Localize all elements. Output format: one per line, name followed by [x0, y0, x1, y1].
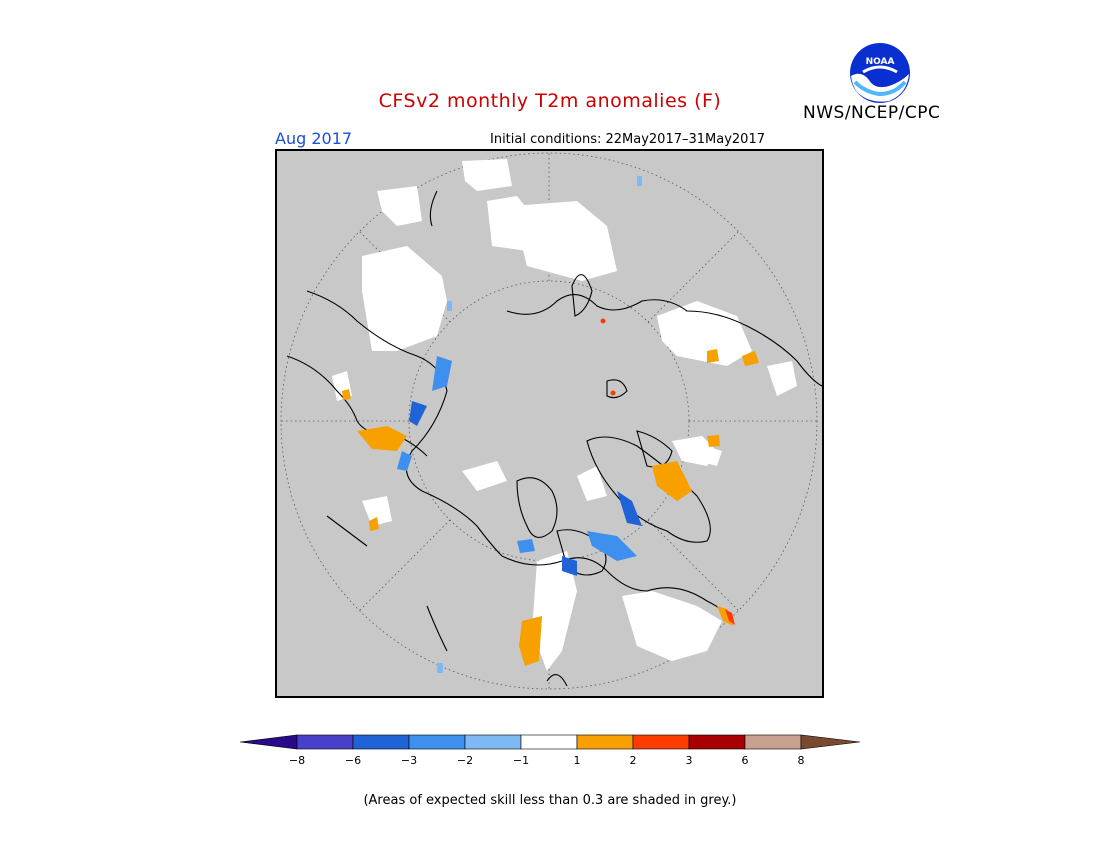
colorbar-right-arrow	[800, 734, 861, 750]
colorbar-bin	[408, 734, 466, 750]
organization-label: NWS/NCEP/CPC	[803, 103, 941, 123]
colorbar-bin	[688, 734, 746, 750]
colorbar: −8 −6 −3 −2 −1 1 2 3 6 8	[239, 734, 865, 778]
colorbar-bin	[296, 734, 354, 750]
colorbar-tick-label: 6	[742, 754, 749, 767]
colorbar-bin	[576, 734, 634, 750]
colorbar-tick-label: −8	[289, 754, 305, 767]
map-title: CFSv2 monthly T2m anomalies (F)	[378, 90, 722, 112]
colorbar-bin	[520, 734, 578, 750]
skill-footnote: (Areas of expected skill less than 0.3 a…	[363, 793, 737, 808]
svg-text:NOAA: NOAA	[866, 57, 895, 67]
colorbar-bin	[464, 734, 522, 750]
polar-map	[275, 149, 824, 698]
colorbar-tick-label: −2	[457, 754, 473, 767]
initial-conditions: Initial conditions: 22May2017–31May2017	[490, 132, 765, 147]
cool-anomaly-areas	[397, 176, 642, 673]
forecast-period: Aug 2017	[275, 129, 353, 148]
colorbar-ticks: −8 −6 −3 −2 −1 1 2 3 6 8	[289, 754, 805, 767]
warm-anomaly-areas	[342, 349, 759, 666]
colorbar-bin	[744, 734, 802, 750]
noaa-logo-icon: NOAA	[850, 43, 910, 103]
colorbar-tick-label: −3	[401, 754, 417, 767]
colorbar-tick-label: 3	[686, 754, 693, 767]
colorbar-tick-label: 8	[798, 754, 805, 767]
colorbar-tick-label: −1	[513, 754, 529, 767]
hot-anomaly-areas	[600, 318, 735, 625]
colorbar-tick-label: 2	[630, 754, 637, 767]
noaa-logo: NOAA	[849, 42, 911, 104]
colorbar-svg: −8 −6 −3 −2 −1 1 2 3 6 8	[239, 734, 861, 767]
neutral-anomaly-areas	[332, 159, 797, 671]
polar-map-canvas	[280, 152, 822, 690]
colorbar-bin	[632, 734, 690, 750]
colorbar-left-arrow	[239, 734, 298, 750]
colorbar-bin	[352, 734, 410, 750]
colorbar-tick-label: −6	[345, 754, 361, 767]
colorbar-bins	[296, 734, 802, 750]
colorbar-tick-label: 1	[574, 754, 581, 767]
